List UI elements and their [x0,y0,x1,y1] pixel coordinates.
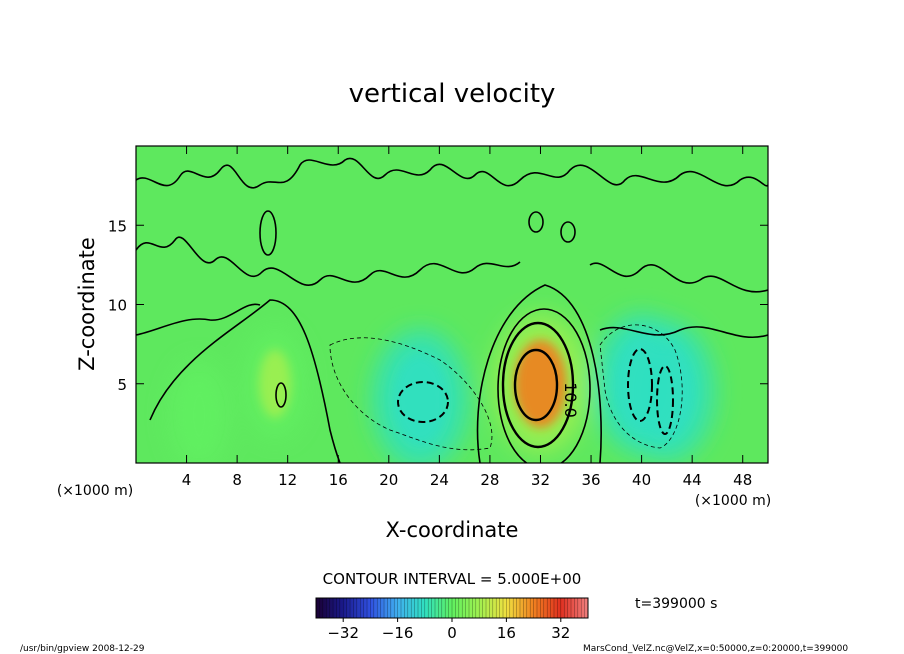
contour-lines [136,157,768,463]
x-tick-label: 4 [182,471,192,489]
x-axis-label: X-coordinate [386,518,519,542]
contour-value-label: 10.0 [561,382,580,418]
field-feature-core [514,339,567,428]
negative-contours [397,348,674,435]
y-axis: 5 10 15 [108,217,768,394]
y-tick-label: 15 [108,217,127,235]
x-unit-right: (×1000 m) [695,493,771,509]
y-tick-label: 10 [108,297,127,315]
x-tick-label: 12 [278,471,297,489]
x-tick-label: 32 [531,471,550,489]
plot-area: 10.0 [135,145,769,464]
field-layer: 10.0 [136,157,768,463]
x-tick-label: 16 [329,471,348,489]
y-axis-label: Z-coordinate [75,237,99,371]
colorbar-tick-label: 32 [551,624,570,642]
x-tick-label: 44 [683,471,702,489]
colorbar-tick-label: −16 [382,624,414,642]
colorbar-tick-label: −32 [327,624,359,642]
x-axis: 4 8 12 16 20 24 28 32 36 40 44 48 [182,146,752,489]
x-tick-label: 20 [379,471,398,489]
footer-right: MarsCond_VelZ.nc@VelZ,x=0:50000,z=0:2000… [583,644,848,654]
time-label: t=399000 s [635,596,717,612]
x-tick-label: 8 [232,471,242,489]
colorbar-tick-label: 16 [497,624,516,642]
footer-left: /usr/bin/gpview 2008-12-29 [20,644,145,654]
colorbar: −32 −16 0 16 32 [315,597,589,642]
field-feature-core [394,355,447,444]
contour-interval: CONTOUR INTERVAL = 5.000E+00 [323,570,582,588]
x-unit-left: (×1000 m) [57,483,133,499]
y-tick-label: 5 [117,376,127,394]
chart-title: vertical velocity [349,79,556,109]
x-tick-label: 36 [581,471,600,489]
x-tick-label: 40 [632,471,651,489]
x-tick-label: 24 [430,471,449,489]
field-feature-core [259,349,292,418]
weak-negative-contours [329,324,683,451]
colorbar-tick-label: 0 [447,624,457,642]
x-tick-label: 48 [733,471,752,489]
x-tick-label: 28 [480,471,499,489]
field-feature-core [183,381,216,450]
